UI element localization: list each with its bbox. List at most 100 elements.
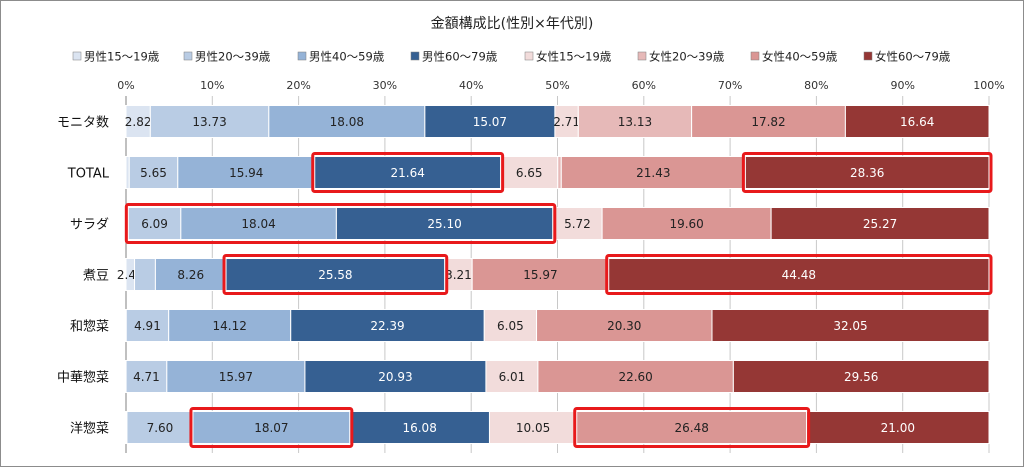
data-label: 3.21 [445, 268, 472, 282]
highlight-box [222, 254, 449, 295]
data-label: 22.39 [370, 319, 404, 333]
data-label: 6.65 [516, 166, 543, 180]
bar-segment-7 [576, 411, 808, 444]
data-label: 25.10 [427, 217, 461, 231]
bar-segment-7 [691, 105, 846, 138]
legend-label: 男性20～39歳 [195, 50, 271, 64]
x-tick-label: 100% [973, 79, 1004, 92]
x-tick-label: 60% [632, 79, 656, 92]
bar-segment-5 [500, 156, 559, 189]
bar-segment-6 [577, 105, 693, 138]
data-label: 32.05 [833, 319, 867, 333]
bar-segment-3 [268, 105, 426, 138]
bar-segment-3 [154, 258, 227, 291]
legend-label: 女性60～79歳 [875, 50, 951, 64]
legend: 男性15～19歳 男性20～39歳 男性40～59歳 男性60～79歳 女性15～19歳… [72, 50, 951, 64]
data-label: 19.60 [669, 217, 703, 231]
data-label: 16.08 [402, 421, 436, 435]
data-label: 13.13 [618, 115, 652, 129]
bar-row: 和惣菜 4.91 14.12 22.39 6.05 20.30 32.05 [70, 309, 990, 342]
data-label: 25.27 [863, 217, 897, 231]
bar-segment-3 [192, 411, 351, 444]
highlight-box [311, 152, 505, 193]
x-tick-label: 70% [718, 79, 742, 92]
data-label: 29.56 [844, 370, 878, 384]
legend-swatch [524, 51, 534, 61]
data-label: 15.97 [219, 370, 253, 384]
bar-segment-8 [844, 105, 990, 138]
data-label: 18.07 [254, 421, 288, 435]
x-tick-label: 30% [373, 79, 397, 92]
bar-segment-7 [536, 309, 713, 342]
bar-segment-3 [168, 309, 292, 342]
category-label: 煮豆 [83, 269, 109, 284]
bar-segment-8 [806, 411, 990, 444]
category-label: サラダ [70, 218, 109, 233]
chart-title: 金額構成比(性別×年代別) [431, 16, 594, 32]
legend-label: 男性40～59歳 [309, 50, 385, 64]
bar-segment-4 [304, 360, 487, 393]
bar-segment-8 [770, 207, 990, 240]
legend-swatch [183, 51, 193, 61]
legend-item: 男性20～39歳 [183, 50, 271, 64]
data-label: 2.82 [125, 115, 152, 129]
data-label: 21.64 [391, 166, 425, 180]
x-tick-label: 0% [117, 79, 134, 92]
data-label: 16.64 [900, 115, 934, 129]
bar-segment-4 [314, 156, 502, 189]
x-tick-label: 40% [459, 79, 483, 92]
bar-segment-4 [290, 309, 485, 342]
legend-label: 女性40～59歳 [762, 50, 838, 64]
highlight-box [573, 407, 811, 448]
legend-label: 男性60～79歳 [422, 50, 498, 64]
x-tick-label: 10% [200, 79, 224, 92]
category-label: 中華惣菜 [57, 371, 109, 386]
bar-row: 中華惣菜 4.71 15.97 20.93 6.01 22.60 29.56 [57, 360, 990, 393]
data-label: 20.30 [607, 319, 641, 333]
data-label: 18.04 [241, 217, 275, 231]
data-label: 18.08 [330, 115, 364, 129]
bar-segment-5 [483, 309, 538, 342]
bar-segment-7 [471, 258, 610, 291]
data-label: 21.00 [881, 421, 915, 435]
data-label: 15.07 [473, 115, 507, 129]
bar-segment-8 [732, 360, 990, 393]
bar-segment-3 [166, 360, 306, 393]
legend-item: 男性40～59歳 [297, 50, 385, 64]
legend-label: 男性15～19歳 [84, 50, 160, 64]
x-tick-label: 90% [890, 79, 914, 92]
plot-area: モニタ数 2.82 13.73 18.08 15.07 2.71 13.13 17.82 16.… [57, 105, 990, 444]
legend-label: 女性15～19歳 [536, 50, 612, 64]
bar-segment-4 [335, 207, 554, 240]
data-label: 4.91 [134, 319, 161, 333]
highlight-box [124, 203, 557, 244]
data-label: 10.05 [516, 421, 550, 435]
data-label: 13.73 [192, 115, 226, 129]
legend-item: 男性60～79歳 [410, 50, 498, 64]
bar-segment-7 [537, 360, 734, 393]
bar-segment-8 [744, 156, 990, 189]
bar-row: 洋惣菜 7.60 18.07 16.08 10.05 26.48 21.00 [70, 411, 990, 444]
category-label: モニタ数 [57, 116, 109, 131]
bar-row: サラダ 6.09 18.04 25.10 5.72 19.60 25.27 [70, 207, 990, 240]
bar-segment-3 [177, 156, 316, 189]
bar-segment-2 [149, 105, 270, 138]
x-tick-label: 20% [286, 79, 310, 92]
highlight-box [605, 254, 993, 295]
data-label: 5.65 [140, 166, 167, 180]
bar-row: TOTAL 5.65 15.94 21.64 6.65 21.43 28.36 [67, 156, 990, 189]
legend-item: 女性40～59歳 [750, 50, 838, 64]
bar-segment-6 [557, 156, 562, 189]
legend-label: 女性20～39歳 [649, 50, 725, 64]
bar-segment-5 [488, 411, 578, 444]
data-label: 8.26 [177, 268, 204, 282]
data-label: 4.71 [133, 370, 160, 384]
data-label: 26.48 [675, 421, 709, 435]
legend-swatch [637, 51, 647, 61]
legend-item: 女性20～39歳 [637, 50, 725, 64]
bar-segment-2 [134, 258, 156, 291]
data-label: 25.58 [318, 268, 352, 282]
data-label: 14.12 [213, 319, 247, 333]
legend-swatch [750, 51, 760, 61]
bar-segment-7 [601, 207, 772, 240]
